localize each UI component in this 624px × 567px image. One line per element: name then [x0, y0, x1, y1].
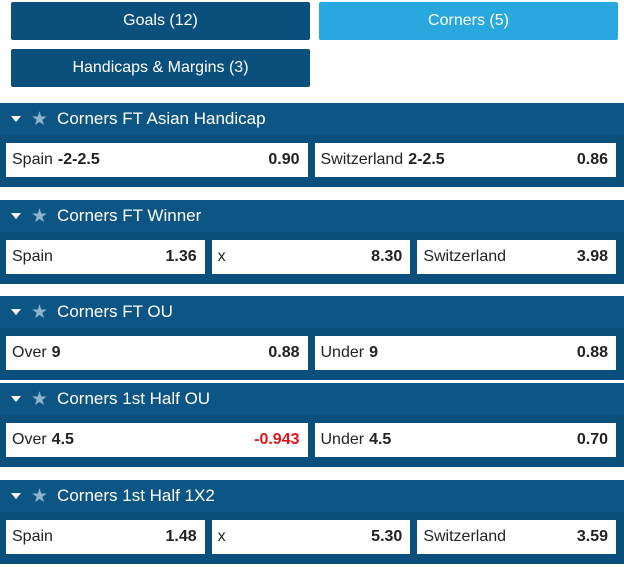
market-title: Corners FT Winner [57, 206, 202, 225]
odds: 0.90 [268, 151, 300, 168]
caret-icon [11, 213, 21, 219]
outcome-line: 9 [51, 344, 61, 361]
odds: 3.98 [576, 248, 608, 265]
outcome[interactable]: Spain 1.48 [6, 520, 205, 554]
outcome-line: 4.5 [51, 431, 74, 448]
outcome[interactable]: Switzerland 3.59 [417, 520, 616, 554]
odds: 0.88 [268, 344, 300, 361]
star-icon[interactable]: ★ [31, 485, 49, 507]
market: ★ Corners FT OU Over 9 0.88 Under 9 0.88 [0, 296, 624, 380]
outcome-label: Switzerland [423, 528, 506, 546]
outcome-line: 4.5 [369, 431, 392, 448]
outcome-label: Over 4.5 [12, 431, 74, 449]
market: ★ Corners FT Winner Spain 1.36 x 8.30 Switzerl… [0, 200, 624, 284]
market-header[interactable]: ★ Corners 1st Half 1X2 [0, 480, 624, 512]
market-header[interactable]: ★ Corners FT OU [0, 296, 624, 328]
outcome-name: Spain [12, 151, 53, 168]
odds: -0.943 [254, 431, 300, 448]
odds: 0.88 [576, 344, 608, 361]
odds: 8.30 [371, 248, 403, 265]
outcome-label: Spain [12, 528, 53, 546]
outcome[interactable]: Under 9 0.88 [314, 336, 616, 370]
outcome-name: Spain [12, 528, 53, 545]
odds: 1.48 [165, 528, 197, 545]
tab[interactable]: Handicaps & Margins (3) [11, 49, 310, 87]
outcome-label: Under 4.5 [321, 431, 392, 449]
outcome-label: Switzerland [423, 248, 506, 266]
odds: 0.86 [576, 151, 608, 168]
odds: 3.59 [576, 528, 608, 545]
outcome-name: Under [320, 344, 365, 361]
caret-icon [11, 116, 21, 122]
outcome-line: 9 [369, 344, 378, 361]
outcome-label: Over 9 [12, 344, 61, 362]
outcome-name: Switzerland [320, 151, 404, 168]
star-icon[interactable]: ★ [31, 108, 49, 130]
market-header[interactable]: ★ Corners FT Winner [0, 200, 624, 232]
outcome[interactable]: Switzerland 2-2.5 0.86 [314, 143, 616, 177]
caret-icon [11, 396, 21, 402]
market-body: Spain 1.48 x 5.30 Switzerland 3.59 [0, 512, 624, 564]
outcome[interactable]: Switzerland 3.98 [417, 240, 616, 274]
star-icon[interactable]: ★ [31, 301, 49, 323]
outcome-label: x [218, 248, 226, 266]
market-title: Corners 1st Half OU [57, 389, 211, 408]
outcome-label: x [218, 528, 226, 546]
outcome[interactable]: Spain -2-2.5 0.90 [6, 143, 308, 177]
outcome[interactable]: Over 9 0.88 [6, 336, 308, 370]
outcome-label: Under 9 [321, 344, 378, 362]
outcome-name: Over [12, 431, 47, 448]
market-header[interactable]: ★ Corners FT Asian Handicap [0, 103, 624, 135]
market-body: Over 4.5 -0.943 Under 4.5 0.70 [0, 415, 624, 467]
market-title: Corners FT OU [57, 302, 173, 321]
tab[interactable]: Corners (5) [319, 2, 618, 40]
outcome[interactable]: x 5.30 [211, 520, 411, 554]
tab[interactable]: Goals (12) [11, 2, 310, 40]
outcome-name: Spain [12, 248, 53, 265]
outcome-line: 2-2.5 [408, 151, 445, 168]
outcome-name: Switzerland [423, 248, 507, 265]
market-body: Spain -2-2.5 0.90 Switzerland 2-2.5 0.86 [0, 135, 624, 187]
odds: 1.36 [165, 248, 197, 265]
outcome-label: Spain [12, 248, 53, 266]
outcome-label: Spain -2-2.5 [12, 151, 100, 169]
market: ★ Corners 1st Half OU Over 4.5 -0.943 Under 4.… [0, 383, 624, 467]
outcome-name: x [217, 248, 226, 265]
outcome[interactable]: x 8.30 [211, 240, 411, 274]
outcome-label: Switzerland 2-2.5 [321, 151, 445, 169]
market-title: Corners 1st Half 1X2 [57, 486, 215, 505]
outcome-name: Under [320, 431, 365, 448]
star-icon[interactable]: ★ [31, 388, 49, 410]
market-body: Over 9 0.88 Under 9 0.88 [0, 328, 624, 380]
caret-icon [11, 493, 21, 499]
market-body: Spain 1.36 x 8.30 Switzerland 3.98 [0, 232, 624, 284]
star-icon[interactable]: ★ [31, 205, 49, 227]
odds: 0.70 [576, 431, 608, 448]
outcome-line: -2-2.5 [57, 151, 100, 168]
odds: 5.30 [371, 528, 403, 545]
market: ★ Corners 1st Half 1X2 Spain 1.48 x 5.30 Switz… [0, 480, 624, 564]
outcome-name: Switzerland [423, 528, 507, 545]
market: ★ Corners FT Asian Handicap Spain -2-2.5 0.9… [0, 103, 624, 187]
outcome[interactable]: Under 4.5 0.70 [314, 423, 616, 457]
caret-icon [11, 309, 21, 315]
market-header[interactable]: ★ Corners 1st Half OU [0, 383, 624, 415]
outcome[interactable]: Spain 1.36 [6, 240, 205, 274]
outcome[interactable]: Over 4.5 -0.943 [6, 423, 308, 457]
outcome-name: x [217, 528, 226, 545]
outcome-name: Over [12, 344, 47, 361]
market-title: Corners FT Asian Handicap [57, 109, 266, 128]
